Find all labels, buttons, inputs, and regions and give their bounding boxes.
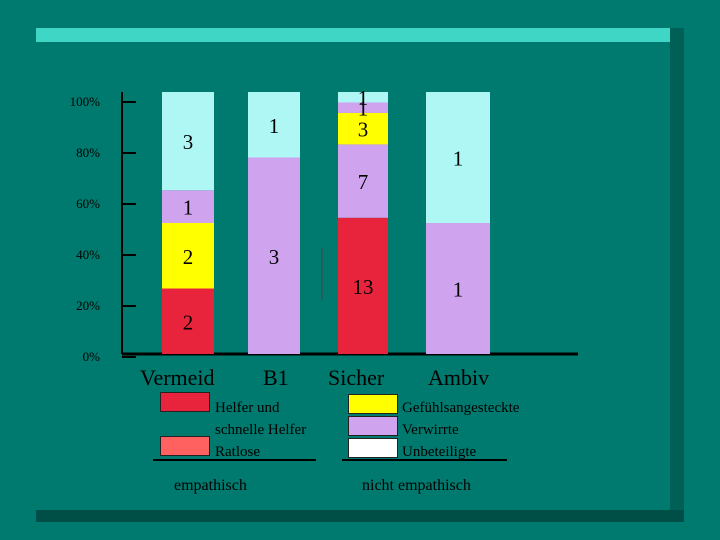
legend-swatch-red-fill <box>160 392 210 412</box>
y-tick-label: 60% <box>76 196 100 211</box>
legend-underline-nicht-empathisch <box>342 459 507 461</box>
bar-segment <box>162 288 214 354</box>
bar-segment <box>248 92 300 158</box>
legend-label-unbeteiligte: Unbeteiligte <box>402 444 477 460</box>
group-label-nicht-empathisch: nicht empathisch <box>362 477 471 494</box>
y-tick-label: 20% <box>76 298 100 313</box>
frame-right-bevel <box>670 28 684 522</box>
x-category-label: Vermeid <box>140 365 215 390</box>
bar-segment <box>426 92 490 223</box>
y-tick-label: 40% <box>76 247 100 262</box>
y-tick-label: 0% <box>83 349 101 364</box>
bar-segment <box>338 144 388 218</box>
bar-segment <box>162 92 214 191</box>
y-tick-label: 100% <box>70 94 101 109</box>
bar-segment-label: 2 <box>183 310 194 334</box>
legend-label-gefuehlsangesteckte: Gefühlsangesteckte <box>402 400 520 416</box>
bar-segment-label: 2 <box>183 245 194 269</box>
bar-segment <box>248 157 300 354</box>
legend-swatch-light-red-fill <box>160 436 210 456</box>
bar-segment-label: 1 <box>269 114 280 138</box>
group-label-empathisch: empathisch <box>174 477 247 494</box>
bar-segment <box>338 92 388 103</box>
bar-segment-label: 7 <box>358 170 369 194</box>
legend-underline-empathisch <box>153 459 316 461</box>
bar-segment <box>338 102 388 113</box>
y-tick-label: 80% <box>76 145 100 160</box>
bar-segment <box>338 217 388 354</box>
bar-segment-label: 1 <box>453 278 464 302</box>
legend-label-verwirrte: Verwirrte <box>402 422 459 438</box>
bar-segment-label: 3 <box>269 245 280 269</box>
legend-label-schnelle-helfer: schnelle Helfer <box>215 422 307 438</box>
bar-segment-label: 1 <box>453 147 464 171</box>
frame-top-bevel <box>36 28 684 42</box>
bar-segment <box>162 190 214 223</box>
legend-label-helfer-und: Helfer und <box>215 400 280 416</box>
bar-segment <box>162 223 214 289</box>
bar-segment-label: 3 <box>183 130 194 154</box>
x-category-label: Ambiv <box>428 365 489 390</box>
legend-swatch-lavender-fill <box>348 416 398 436</box>
bar-segment-label: 1 <box>183 196 194 220</box>
frame-bottom-bevel <box>36 510 684 522</box>
bar-segment-label: 1 <box>358 86 369 110</box>
x-category-label: Sicher <box>328 365 385 390</box>
bar-segment-label: 1 <box>358 97 369 121</box>
bar-segment-label: 13 <box>353 275 374 299</box>
bar-segment <box>338 112 388 145</box>
bar-segment-label: 3 <box>358 118 369 142</box>
legend-swatch-yellow-fill <box>348 394 398 414</box>
bar-segment <box>426 223 490 354</box>
legend-label-ratlose: Ratlose <box>215 444 260 460</box>
legend-swatch-white-fill <box>348 438 398 458</box>
x-category-label: B1 <box>263 365 289 390</box>
